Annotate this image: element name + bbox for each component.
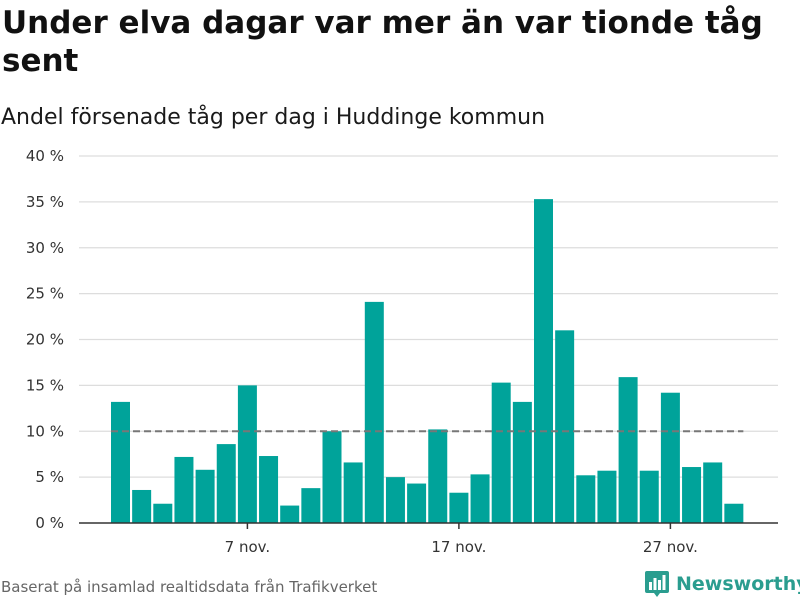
bar[interactable] — [682, 467, 702, 523]
bar[interactable] — [237, 385, 257, 523]
gridlines — [79, 155, 778, 478]
axes: 0 % 5 % 10 % 15 % 20 % 25 % 30 % 35 % 40 % 7 nov.… — [26, 147, 778, 556]
x-tick-label: 7 nov. — [225, 538, 270, 556]
bar[interactable] — [534, 199, 553, 523]
bar[interactable] — [555, 330, 575, 523]
bar[interactable] — [174, 456, 194, 523]
bar[interactable] — [449, 492, 469, 523]
x-tick-label: 17 nov. — [431, 538, 486, 556]
bar[interactable] — [111, 401, 130, 523]
bar[interactable] — [280, 505, 300, 523]
bar[interactable] — [216, 444, 236, 523]
x-tick-label: 27 nov. — [643, 538, 698, 556]
bar[interactable] — [660, 392, 680, 523]
bar[interactable] — [470, 474, 490, 523]
y-tick-label: 40 % — [26, 147, 64, 165]
bar[interactable] — [576, 475, 596, 523]
chart-title: Under elva dagar var mer än var tionde t… — [2, 5, 763, 79]
bar[interactable] — [195, 469, 215, 523]
bar[interactable] — [385, 477, 405, 523]
y-tick-label: 5 % — [35, 468, 64, 486]
bars — [111, 199, 744, 523]
y-tick-label: 30 % — [26, 239, 64, 257]
bar[interactable] — [639, 470, 659, 523]
bar[interactable] — [343, 462, 363, 523]
bar[interactable] — [301, 488, 321, 523]
bar-chart-badge-icon — [645, 571, 669, 597]
chart-subtitle: Andel försenade tåg per dag i Huddinge k… — [1, 105, 546, 130]
bar[interactable] — [618, 377, 638, 523]
bar[interactable] — [428, 429, 448, 523]
bar[interactable] — [491, 382, 511, 523]
y-tick-label: 15 % — [26, 376, 64, 394]
brand-name: Newsworthy — [676, 573, 800, 595]
bar[interactable] — [153, 503, 173, 523]
bar[interactable] — [407, 483, 427, 523]
bar[interactable] — [597, 470, 617, 523]
source-note: Baserat på insamlad realtidsdata från Tr… — [1, 578, 378, 596]
bar-chart: 0 % 5 % 10 % 15 % 20 % 25 % 30 % 35 % 40 % 7 nov.… — [26, 147, 778, 556]
bar[interactable] — [259, 456, 279, 523]
bar[interactable] — [703, 462, 723, 523]
y-tick-label: 20 % — [26, 331, 64, 349]
bar[interactable] — [322, 431, 342, 523]
bar[interactable] — [364, 301, 384, 523]
y-tick-label: 25 % — [26, 285, 64, 303]
y-tick-label: 35 % — [26, 193, 64, 211]
bar[interactable] — [512, 401, 532, 523]
y-tick-label: 0 % — [35, 514, 64, 532]
bar[interactable] — [724, 503, 744, 523]
bar[interactable] — [132, 489, 152, 523]
brand-logo[interactable]: Newsworthy — [644, 569, 800, 599]
y-tick-label: 10 % — [26, 422, 64, 440]
